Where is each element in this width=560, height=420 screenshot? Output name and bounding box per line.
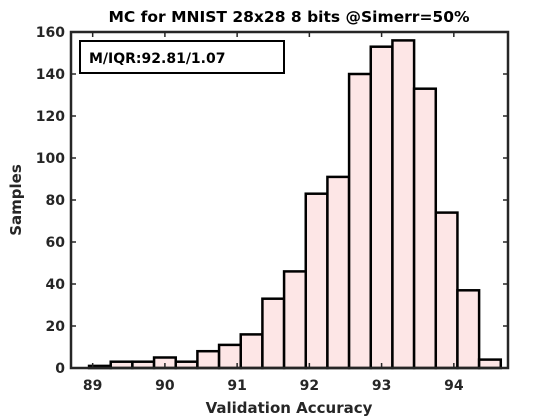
annotation-text: M/IQR:92.81/1.07 [89,51,225,67]
chart-title: MC for MNIST 28x28 8 bits @Simerr=50% [108,8,470,26]
histogram-bar-9 [282,270,308,370]
y-tick-label-2: 40 [46,277,66,293]
x-axis-label: Validation Accuracy [206,399,373,417]
histogram-bar-17 [456,289,481,370]
y-tick-label-8: 160 [36,25,65,41]
y-tick-label-7: 140 [36,67,65,83]
y-tick-label-3: 60 [46,235,66,251]
histogram-bar-5 [196,349,221,370]
x-tick-label-3: 92 [300,378,319,394]
histogram-bar-7 [239,333,264,370]
y-axis-label: Samples [7,164,25,236]
x-tick-label-2: 91 [227,378,246,394]
annotation-frame [79,40,285,74]
histogram-bar-10 [304,192,329,370]
histogram-bars [87,39,503,370]
y-tick-label-0: 0 [55,361,65,377]
x-tick-label-1: 90 [155,378,175,394]
y-tick-label-6: 120 [36,109,65,125]
histogram-bar-12 [347,72,373,370]
y-tick-label-5: 100 [36,151,65,167]
histogram-bar-8 [261,297,286,370]
y-tick-label-1: 20 [46,319,66,335]
histogram-bar-13 [369,45,394,370]
x-tick-label-4: 93 [372,378,391,394]
histogram-bar-14 [391,39,416,370]
histogram-bar-16 [434,211,459,370]
histogram-bar-15 [412,87,438,370]
axis-ticks: 89 90 91 92 93 94 0 20 40 60 80 100 120 140 160 [36,25,508,394]
histogram-bar-18 [477,358,503,370]
x-tick-label-5: 94 [444,378,464,394]
annotation-box: M/IQR:92.81/1.07 [79,40,285,74]
histogram-bar-11 [326,175,351,370]
x-tick-label-0: 89 [83,378,102,394]
y-tick-label-4: 80 [46,193,66,209]
